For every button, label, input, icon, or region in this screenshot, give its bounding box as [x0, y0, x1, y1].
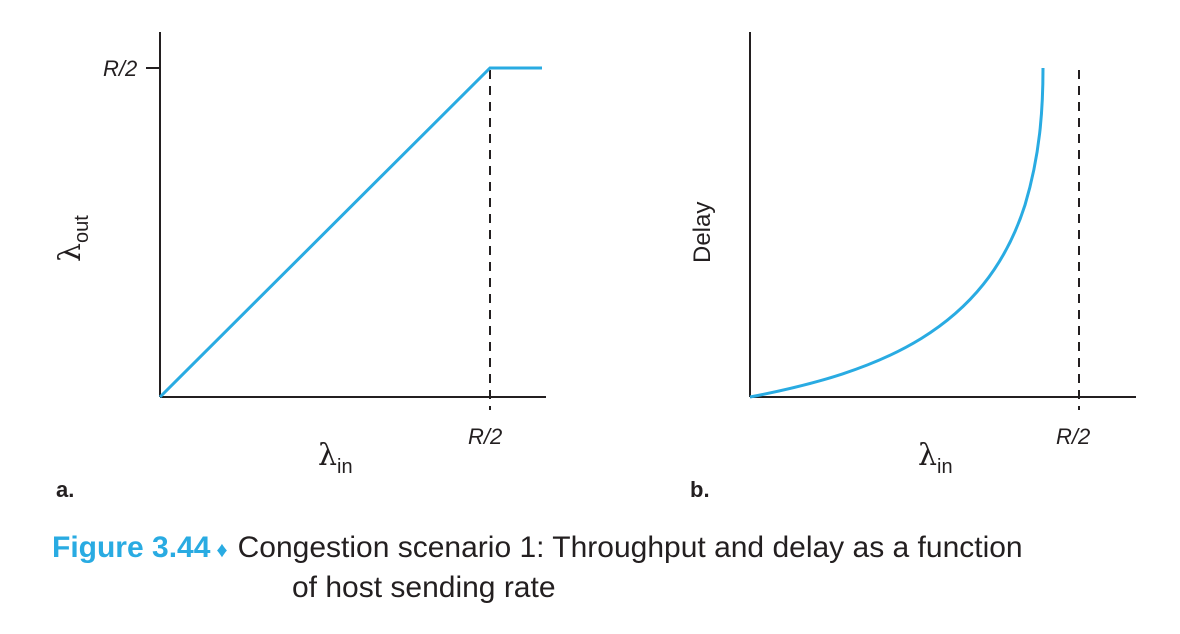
panel-b-letter: b. — [690, 477, 710, 502]
figure-number: Figure 3.44 — [52, 531, 211, 564]
panel-a-x-tick-label: R/2 — [468, 424, 502, 449]
panel-b: R/2 λin Delay b. — [689, 32, 1136, 502]
panel-b-y-label: Delay — [689, 202, 716, 263]
panel-a-y-label: λout — [53, 215, 93, 262]
figure-graphics: R/2 R/2 λin λout a. R/2 λin Delay b. — [53, 32, 1136, 502]
figure-caption: Figure 3.44 ♦ Congestion scenario 1: Throu… — [52, 529, 1152, 607]
panel-a: R/2 R/2 λin λout a. — [53, 32, 546, 502]
diamond-icon: ♦ — [216, 537, 228, 562]
caption-line-2: of host sending rate — [292, 571, 556, 604]
panel-a-throughput-curve — [158, 66, 542, 399]
panel-a-letter: a. — [56, 477, 74, 502]
panel-a-y-tick-label: R/2 — [103, 56, 137, 81]
panel-b-x-label: λin — [918, 438, 953, 478]
caption-line-1: Figure 3.44 ♦ Congestion scenario 1: Throu… — [52, 529, 1152, 569]
panel-a-x-label: λin — [318, 438, 353, 478]
panel-b-delay-curve — [749, 67, 1045, 399]
caption-text-1: Congestion scenario 1: Throughput and de… — [237, 531, 1023, 564]
panel-b-x-tick-label: R/2 — [1056, 424, 1090, 449]
